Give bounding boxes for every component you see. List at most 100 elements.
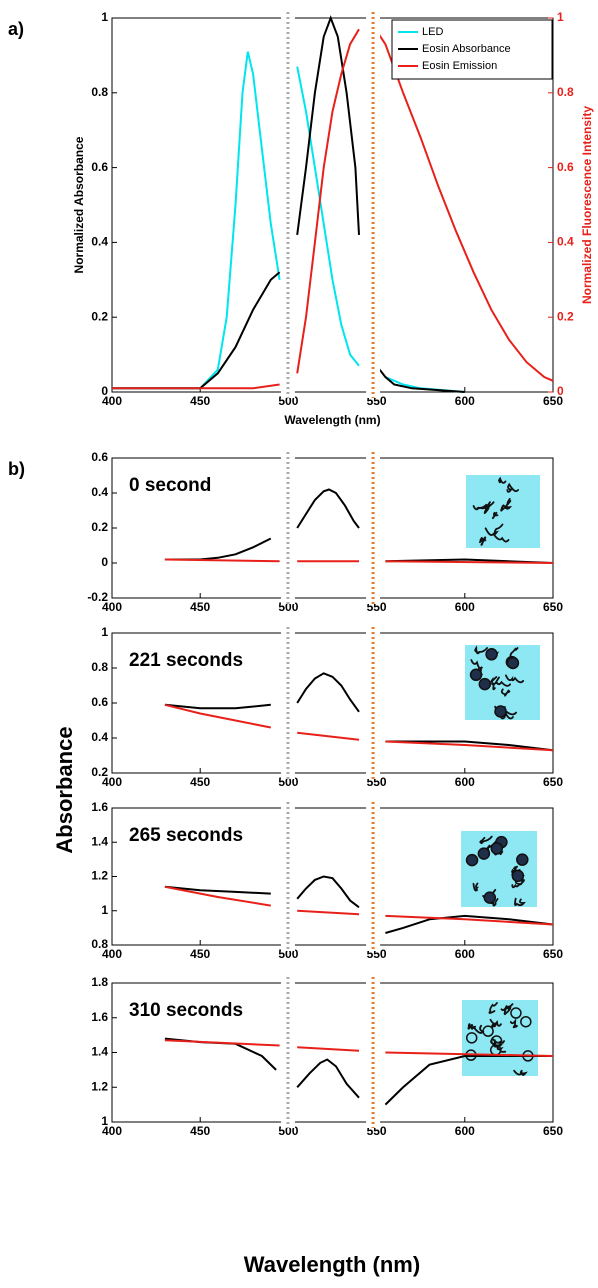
x-tick-label: 650: [543, 394, 563, 408]
x-tick-label: 650: [543, 947, 563, 961]
polymer-chain: [472, 504, 491, 511]
plot-frame: [111, 17, 554, 393]
axis-break: [280, 802, 295, 951]
polymer-chain: [506, 482, 519, 493]
y2-axis-label: Normalized Fluorescence Intensity: [580, 106, 594, 304]
polymer-chain: [502, 498, 513, 510]
y-tick-label: 0.8: [91, 85, 108, 99]
crosslink: [511, 869, 525, 883]
annotation: 265 seconds: [129, 825, 243, 846]
inset: [466, 475, 540, 548]
y-tick-label: 0.4: [91, 235, 108, 249]
y-tick-label: -0.2: [87, 590, 108, 604]
y-tick-label: 0.2: [91, 765, 108, 779]
x-tick-label: 600: [455, 394, 475, 408]
data-line: [164, 672, 554, 752]
y-tick-label: 0.2: [91, 309, 108, 323]
y-tick-label: 1: [101, 1114, 108, 1128]
y-tick-label: 0.6: [91, 160, 108, 174]
x-tick-label: 400: [102, 600, 122, 614]
y-tick-label: 0.4: [91, 730, 108, 744]
y-tick-label: 1: [101, 625, 108, 639]
y2-tick-label: 0.4: [557, 235, 574, 249]
x-tick-label: 450: [190, 600, 210, 614]
x-tick-label: 450: [190, 947, 210, 961]
polymer-chain: [467, 1023, 477, 1030]
y-tick-label: 1.4: [91, 1045, 108, 1059]
x-tick-label: 400: [102, 1124, 122, 1138]
polymer-chain: [470, 1024, 485, 1034]
crosslink: [477, 847, 491, 860]
annotation: 221 seconds: [129, 650, 243, 671]
polymer-chain: [490, 676, 498, 691]
panel-label: b): [8, 459, 25, 479]
x-tick-label: 600: [455, 600, 475, 614]
y-tick-label: 1: [101, 903, 108, 917]
polymer-chain: [479, 536, 487, 546]
y-tick-label: 0.6: [91, 450, 108, 464]
crosslink: [478, 677, 492, 691]
x-axis-label: Wavelength (nm): [284, 413, 380, 427]
crosslink: [510, 1007, 522, 1019]
crosslink: [485, 648, 498, 661]
data-line: [164, 558, 554, 564]
legend-label: Eosin Emission: [422, 60, 497, 72]
polymer-chain: [491, 511, 499, 520]
figure-x-label: Wavelength (nm): [244, 1252, 420, 1277]
y-tick-label: 0.8: [91, 937, 108, 951]
annotation: 0 second: [129, 475, 211, 496]
y-tick-label: 0.2: [91, 520, 108, 534]
x-tick-label: 650: [543, 775, 563, 789]
annotation: 310 seconds: [129, 1000, 243, 1021]
figure-y-label: Absorbance: [52, 726, 77, 853]
polymer-chain: [497, 476, 507, 484]
crosslink: [490, 842, 504, 855]
x-tick-label: 600: [455, 775, 475, 789]
y2-tick-label: 0.8: [557, 85, 574, 99]
polymer-chain: [511, 878, 522, 889]
y-tick-label: 1.2: [91, 869, 108, 883]
legend-label: LED: [422, 26, 443, 38]
polymer-chain: [504, 1003, 514, 1011]
polymer-chain: [489, 1018, 498, 1028]
y-tick-label: 1: [101, 10, 108, 24]
y-tick-label: 0.8: [91, 660, 108, 674]
x-tick-label: 650: [543, 600, 563, 614]
y2-tick-label: 0.6: [557, 160, 574, 174]
data-line: [164, 1039, 554, 1057]
y-tick-label: 0.6: [91, 695, 108, 709]
polymer-chain: [488, 1002, 498, 1014]
polymer-chain: [474, 645, 488, 655]
axis-break: [366, 802, 381, 951]
axis-break: [366, 12, 381, 398]
data-line: [164, 885, 554, 926]
crosslink: [465, 1032, 478, 1044]
crosslink: [490, 1035, 503, 1047]
polymer-chain: [484, 527, 510, 543]
polymer-chain: [513, 1069, 528, 1076]
y-tick-label: 0.4: [91, 485, 108, 499]
legend-box: [391, 19, 553, 80]
y-tick-label: 1.8: [91, 975, 108, 989]
crosslink: [465, 853, 479, 867]
crosslink: [516, 853, 529, 866]
y2-tick-label: 1: [557, 10, 564, 24]
x-tick-label: 450: [190, 394, 210, 408]
y-axis-label: Normalized Absorbance: [72, 136, 86, 273]
axis-break: [280, 12, 295, 398]
y-tick-label: 1.4: [91, 834, 108, 848]
x-tick-label: 600: [455, 947, 475, 961]
crosslink: [494, 705, 507, 718]
x-tick-label: 400: [102, 775, 122, 789]
polymer-chain: [509, 1017, 519, 1029]
x-tick-label: 450: [190, 775, 210, 789]
crosslink: [483, 891, 497, 904]
polymer-chain: [472, 882, 479, 892]
y2-tick-label: 0.2: [557, 309, 574, 323]
polymer-chain: [514, 897, 526, 907]
legend-label: Eosin Absorbance: [422, 43, 511, 55]
polymer-chain: [494, 676, 511, 687]
crosslink: [482, 1025, 494, 1037]
polymer-chain: [500, 688, 511, 697]
